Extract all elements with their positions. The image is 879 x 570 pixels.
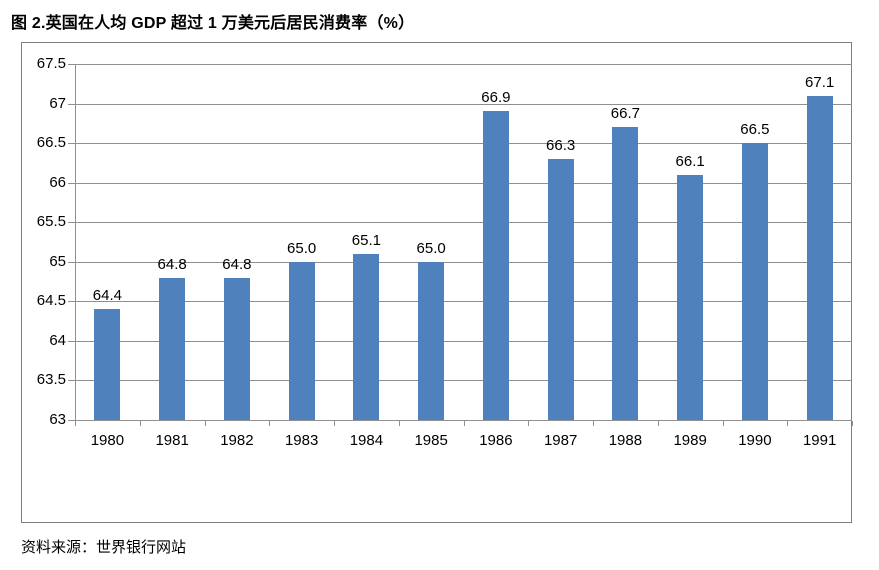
y-axis-tick <box>68 103 76 105</box>
y-tick-label: 65.5 <box>36 213 66 231</box>
x-tick-label: 1980 <box>90 432 125 449</box>
x-tick-label: 1983 <box>284 432 319 449</box>
y-axis-tick <box>68 222 76 224</box>
bar-value-label: 65.0 <box>416 239 446 257</box>
x-axis-tick <box>528 421 530 426</box>
gridline <box>75 222 852 224</box>
bar <box>288 261 315 420</box>
x-tick-label: 1982 <box>220 432 254 449</box>
gridline <box>75 182 852 184</box>
y-axis-tick <box>68 301 76 303</box>
y-axis-tick <box>68 380 76 382</box>
x-axis-tick <box>593 421 594 426</box>
bar <box>806 95 833 420</box>
y-tick-label: 66.5 <box>36 134 66 152</box>
gridline <box>75 420 852 421</box>
x-tick-label: 1990 <box>738 432 772 449</box>
y-tick-label: 64.5 <box>36 292 66 310</box>
y-tick-label: 67.5 <box>36 55 66 72</box>
y-axis-tick <box>68 182 76 184</box>
bar-value-label: 67.1 <box>805 73 835 91</box>
bar <box>677 174 704 420</box>
x-axis-tick <box>787 421 789 426</box>
y-tick-label: 66 <box>49 173 66 191</box>
y-axis-tick <box>68 261 76 263</box>
bar-value-label: 65.1 <box>351 231 381 249</box>
x-axis-tick <box>398 421 400 426</box>
gridline <box>75 64 852 65</box>
y-axis-tick <box>68 143 76 145</box>
bar <box>547 158 574 420</box>
y-axis-tick <box>68 420 76 421</box>
x-tick-label: 1981 <box>155 432 189 449</box>
x-axis-tick <box>334 421 335 426</box>
x-axis-tick <box>852 421 853 426</box>
x-axis-tick <box>722 421 724 426</box>
x-axis-tick <box>463 421 465 426</box>
bar-value-label: 65.0 <box>287 239 317 257</box>
bar <box>353 253 380 420</box>
x-tick-label: 1987 <box>543 432 578 449</box>
bar <box>482 111 509 420</box>
bar-value-label: 66.9 <box>481 89 511 107</box>
y-tick-label: 63 <box>49 411 66 428</box>
x-tick-label: 1989 <box>673 432 707 449</box>
y-tick-label: 63.5 <box>36 371 66 389</box>
x-axis-tick <box>75 421 76 426</box>
bar <box>94 309 121 420</box>
chart-title: 图 2.英国在人均 GDP 超过 1 万美元后居民消费率（%） <box>11 15 415 32</box>
gridline <box>75 380 852 382</box>
x-axis-tick <box>204 421 206 426</box>
gridline <box>75 340 852 342</box>
bar <box>418 261 445 420</box>
bar <box>741 143 768 420</box>
x-axis-tick <box>657 421 659 426</box>
bar-value-label: 64.8 <box>157 255 187 273</box>
x-tick-label: 1991 <box>802 432 837 449</box>
bar <box>159 277 186 420</box>
y-axis-line <box>75 64 76 421</box>
x-tick-label: 1988 <box>608 432 643 449</box>
x-tick-label: 1985 <box>414 432 448 449</box>
gridline <box>75 143 852 145</box>
x-tick-label: 1984 <box>349 432 384 449</box>
bar-value-label: 64.4 <box>92 287 122 305</box>
gridline <box>75 301 852 303</box>
bar <box>612 127 639 420</box>
bar <box>223 277 250 420</box>
y-tick-label: 67 <box>49 94 66 112</box>
gridline <box>75 103 852 105</box>
x-tick-label: 1986 <box>479 432 513 449</box>
x-axis-tick <box>269 421 271 426</box>
y-axis-tick <box>68 64 76 65</box>
y-axis-tick <box>68 340 76 342</box>
bar-value-label: 66.7 <box>610 105 640 123</box>
gridline <box>75 261 852 263</box>
bar-value-label: 66.1 <box>675 152 705 170</box>
bar-value-label: 66.3 <box>546 136 576 154</box>
bar-value-label: 66.5 <box>740 121 770 139</box>
bar-value-label: 64.8 <box>222 255 252 273</box>
y-tick-label: 64 <box>49 331 66 349</box>
x-axis-tick <box>139 421 141 426</box>
source-note: 资料来源：世界银行网站 <box>21 539 187 556</box>
y-tick-label: 65 <box>49 252 66 270</box>
